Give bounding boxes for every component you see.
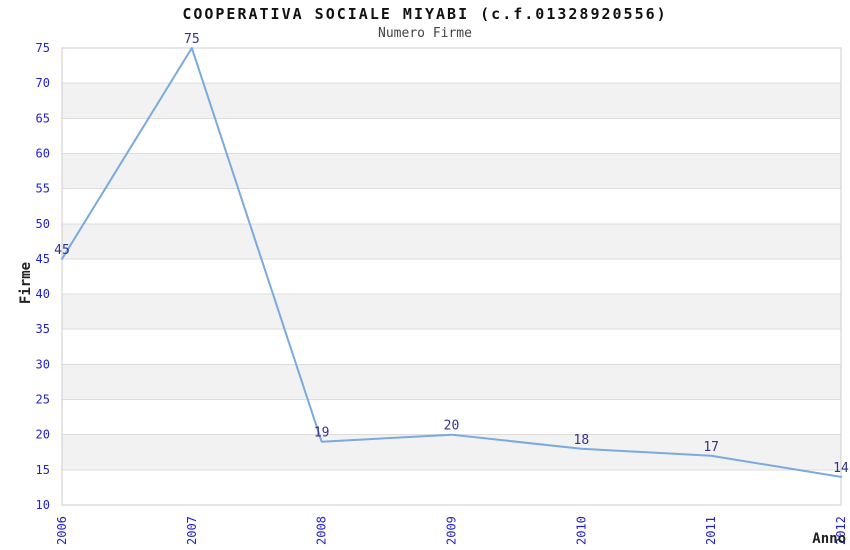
x-tick-label: 2007 — [185, 516, 199, 545]
data-point-label: 75 — [184, 32, 200, 47]
y-tick-label: 70 — [36, 76, 50, 90]
data-point-label: 20 — [444, 419, 460, 434]
data-point-label: 18 — [574, 433, 590, 448]
x-tick-label: 2012 — [834, 516, 848, 545]
series-line — [61, 47, 842, 478]
x-tick-label: 2006 — [55, 516, 69, 545]
data-point-label: 45 — [54, 243, 70, 258]
plot-band — [62, 223, 841, 259]
y-tick-label: 45 — [36, 252, 50, 266]
y-tick-label: 75 — [36, 41, 50, 55]
x-tick-label: 2008 — [315, 516, 329, 545]
y-tick-label: 50 — [36, 217, 50, 231]
x-axis-title: Anno — [812, 531, 846, 547]
data-point-label: 19 — [314, 426, 330, 441]
y-tick-label: 40 — [36, 287, 50, 301]
y-tick-label: 60 — [36, 146, 50, 160]
y-tick-label: 35 — [36, 322, 50, 336]
chart-title: COOPERATIVA SOCIALE MIYABI (c.f.01328920… — [182, 5, 668, 23]
y-tick-label: 15 — [36, 463, 50, 477]
plot-band — [62, 153, 841, 189]
plot-band — [62, 294, 841, 330]
plot-band — [62, 434, 841, 470]
x-tick-label: 2011 — [704, 516, 718, 545]
plot-border — [61, 47, 842, 506]
x-tick-label: 2010 — [574, 516, 588, 545]
y-tick-label: 55 — [36, 182, 50, 196]
y-tick-label: 30 — [36, 357, 50, 371]
x-tick-label: 2009 — [445, 516, 459, 545]
y-tick-label: 10 — [36, 498, 50, 512]
y-tick-label: 65 — [36, 111, 50, 125]
y-tick-label: 20 — [36, 428, 50, 442]
chart-subtitle: Numero Firme — [378, 26, 472, 41]
plot-band — [62, 83, 841, 119]
data-point-label: 14 — [833, 461, 849, 476]
y-tick-label: 25 — [36, 393, 50, 407]
data-point-label: 17 — [703, 440, 719, 455]
plot-band — [62, 364, 841, 400]
